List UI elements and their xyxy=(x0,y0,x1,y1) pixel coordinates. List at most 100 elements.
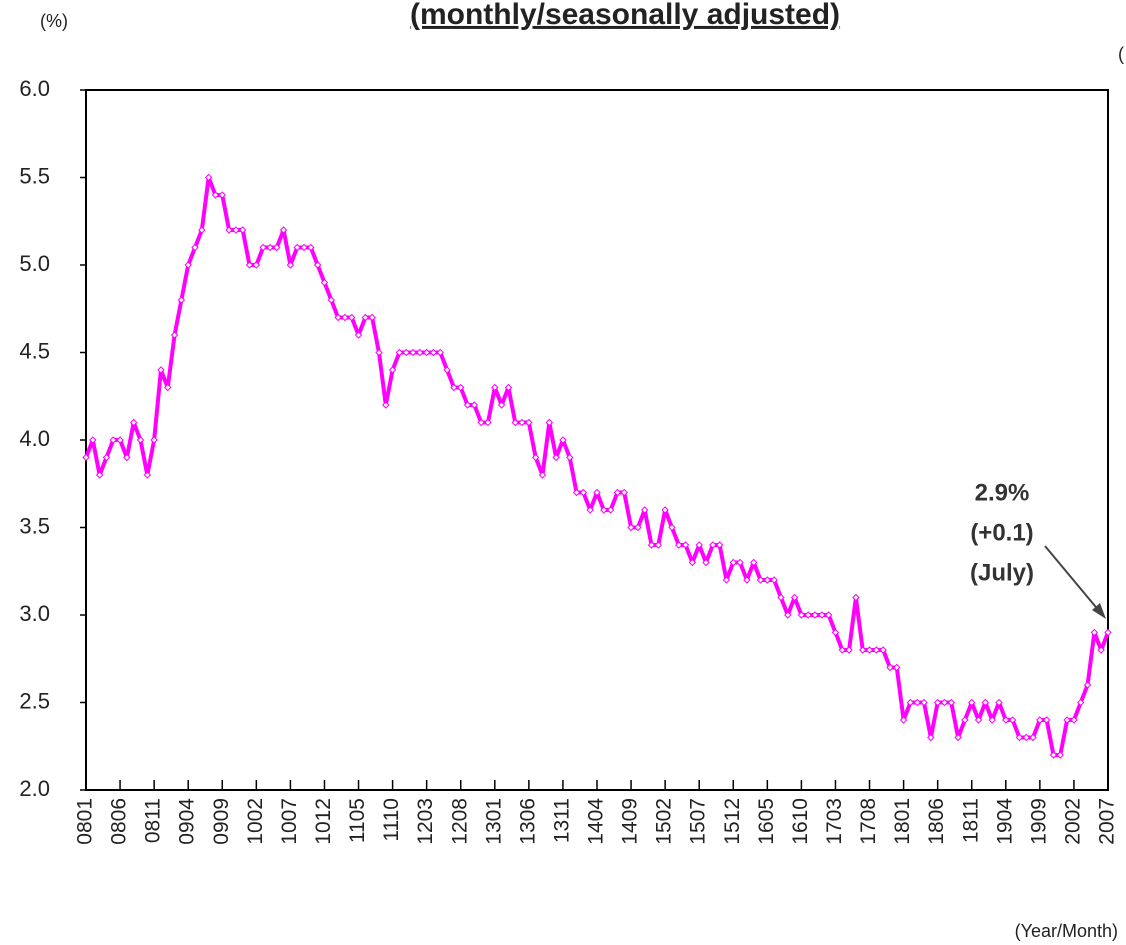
x-tick-label: 0904 xyxy=(176,798,199,845)
arrow-line xyxy=(1044,545,1101,613)
data-point xyxy=(1077,698,1085,707)
x-tick-label: 1507 xyxy=(687,798,710,845)
data-point xyxy=(150,436,158,444)
data-point xyxy=(422,348,431,357)
data-point xyxy=(770,576,778,584)
data-point xyxy=(981,698,990,707)
data-point xyxy=(1063,716,1071,724)
data-point xyxy=(416,348,424,357)
data-point xyxy=(279,226,288,234)
data-point xyxy=(797,611,806,619)
data-point xyxy=(947,698,956,707)
data-point xyxy=(899,716,908,724)
data-point xyxy=(89,436,97,444)
x-tick-label: 1409 xyxy=(619,798,642,845)
data-point xyxy=(572,488,581,497)
data-line xyxy=(84,175,1110,757)
x-tick-label: 0909 xyxy=(210,798,233,845)
data-point xyxy=(968,698,976,707)
data-point xyxy=(1070,716,1078,724)
data-point xyxy=(763,576,772,584)
data-point xyxy=(184,261,192,269)
data-point xyxy=(395,348,404,357)
x-tick-label: 1110 xyxy=(380,798,403,842)
x-tick-label: 2007 xyxy=(1096,798,1119,845)
data-point xyxy=(484,418,492,427)
y-tick-label: 5.5 xyxy=(19,163,50,188)
x-tick-label: 1703 xyxy=(823,798,846,845)
edge-note: ( xyxy=(1118,44,1124,64)
data-point xyxy=(320,278,329,287)
data-point xyxy=(681,541,690,549)
data-point xyxy=(463,401,472,409)
data-point xyxy=(852,593,860,602)
x-tick-label: 1404 xyxy=(585,798,608,845)
data-point xyxy=(627,523,635,532)
data-point xyxy=(661,506,669,514)
data-point xyxy=(129,418,138,427)
data-point xyxy=(157,366,165,374)
data-point xyxy=(102,453,111,462)
data-point xyxy=(109,436,117,444)
data-point xyxy=(920,698,928,707)
arrow-head xyxy=(1092,603,1106,619)
data-point xyxy=(204,173,213,182)
data-point xyxy=(143,471,152,479)
data-point xyxy=(313,261,322,269)
data-point xyxy=(838,646,846,654)
data-point xyxy=(845,646,853,654)
data-point xyxy=(136,436,145,444)
data-point xyxy=(198,226,206,234)
y-tick-label: 2.0 xyxy=(19,776,50,801)
data-point xyxy=(116,436,124,444)
data-point xyxy=(954,733,962,742)
data-point xyxy=(974,716,983,724)
data-point xyxy=(341,313,349,322)
data-point xyxy=(354,331,363,339)
data-point xyxy=(566,453,574,462)
data-point xyxy=(545,418,554,427)
data-point xyxy=(252,261,261,269)
data-point xyxy=(586,506,594,514)
data-point xyxy=(232,226,240,234)
data-point xyxy=(784,611,792,619)
data-point xyxy=(743,576,751,584)
x-tick-label: 0801 xyxy=(74,798,97,845)
data-point xyxy=(709,541,717,549)
data-point xyxy=(457,383,465,392)
data-point xyxy=(995,698,1003,707)
annotation: (+0.1) xyxy=(970,519,1033,546)
data-point xyxy=(865,646,874,654)
data-point xyxy=(893,663,901,672)
data-point xyxy=(811,611,819,619)
x-axis-label: (Year/Month) xyxy=(1015,921,1118,941)
data-point xyxy=(804,611,812,619)
y-tick-label: 3.5 xyxy=(19,513,50,538)
data-point xyxy=(940,698,949,707)
data-point xyxy=(443,366,451,374)
x-tick-label: 1208 xyxy=(448,798,471,845)
data-point xyxy=(606,506,615,514)
data-point xyxy=(123,453,131,462)
data-point xyxy=(1042,716,1051,724)
data-point xyxy=(559,436,567,444)
data-point xyxy=(859,646,867,654)
plot-frame xyxy=(85,89,1109,791)
data-point xyxy=(988,716,996,724)
x-tick-label: 1605 xyxy=(755,798,778,845)
data-point xyxy=(552,453,560,462)
data-point xyxy=(906,698,915,707)
data-point xyxy=(259,243,267,252)
data-point xyxy=(961,716,969,724)
data-point xyxy=(654,541,663,549)
data-point xyxy=(307,243,315,252)
data-point xyxy=(191,243,199,252)
annotation: (July) xyxy=(970,559,1034,586)
x-tick-label: 1012 xyxy=(312,798,335,845)
chart-title: (monthly/seasonally adjusted) xyxy=(410,0,840,31)
y-tick-label: 5.0 xyxy=(19,251,50,276)
x-tick-label: 1801 xyxy=(891,798,914,845)
data-point xyxy=(82,453,90,462)
data-point xyxy=(429,348,438,357)
